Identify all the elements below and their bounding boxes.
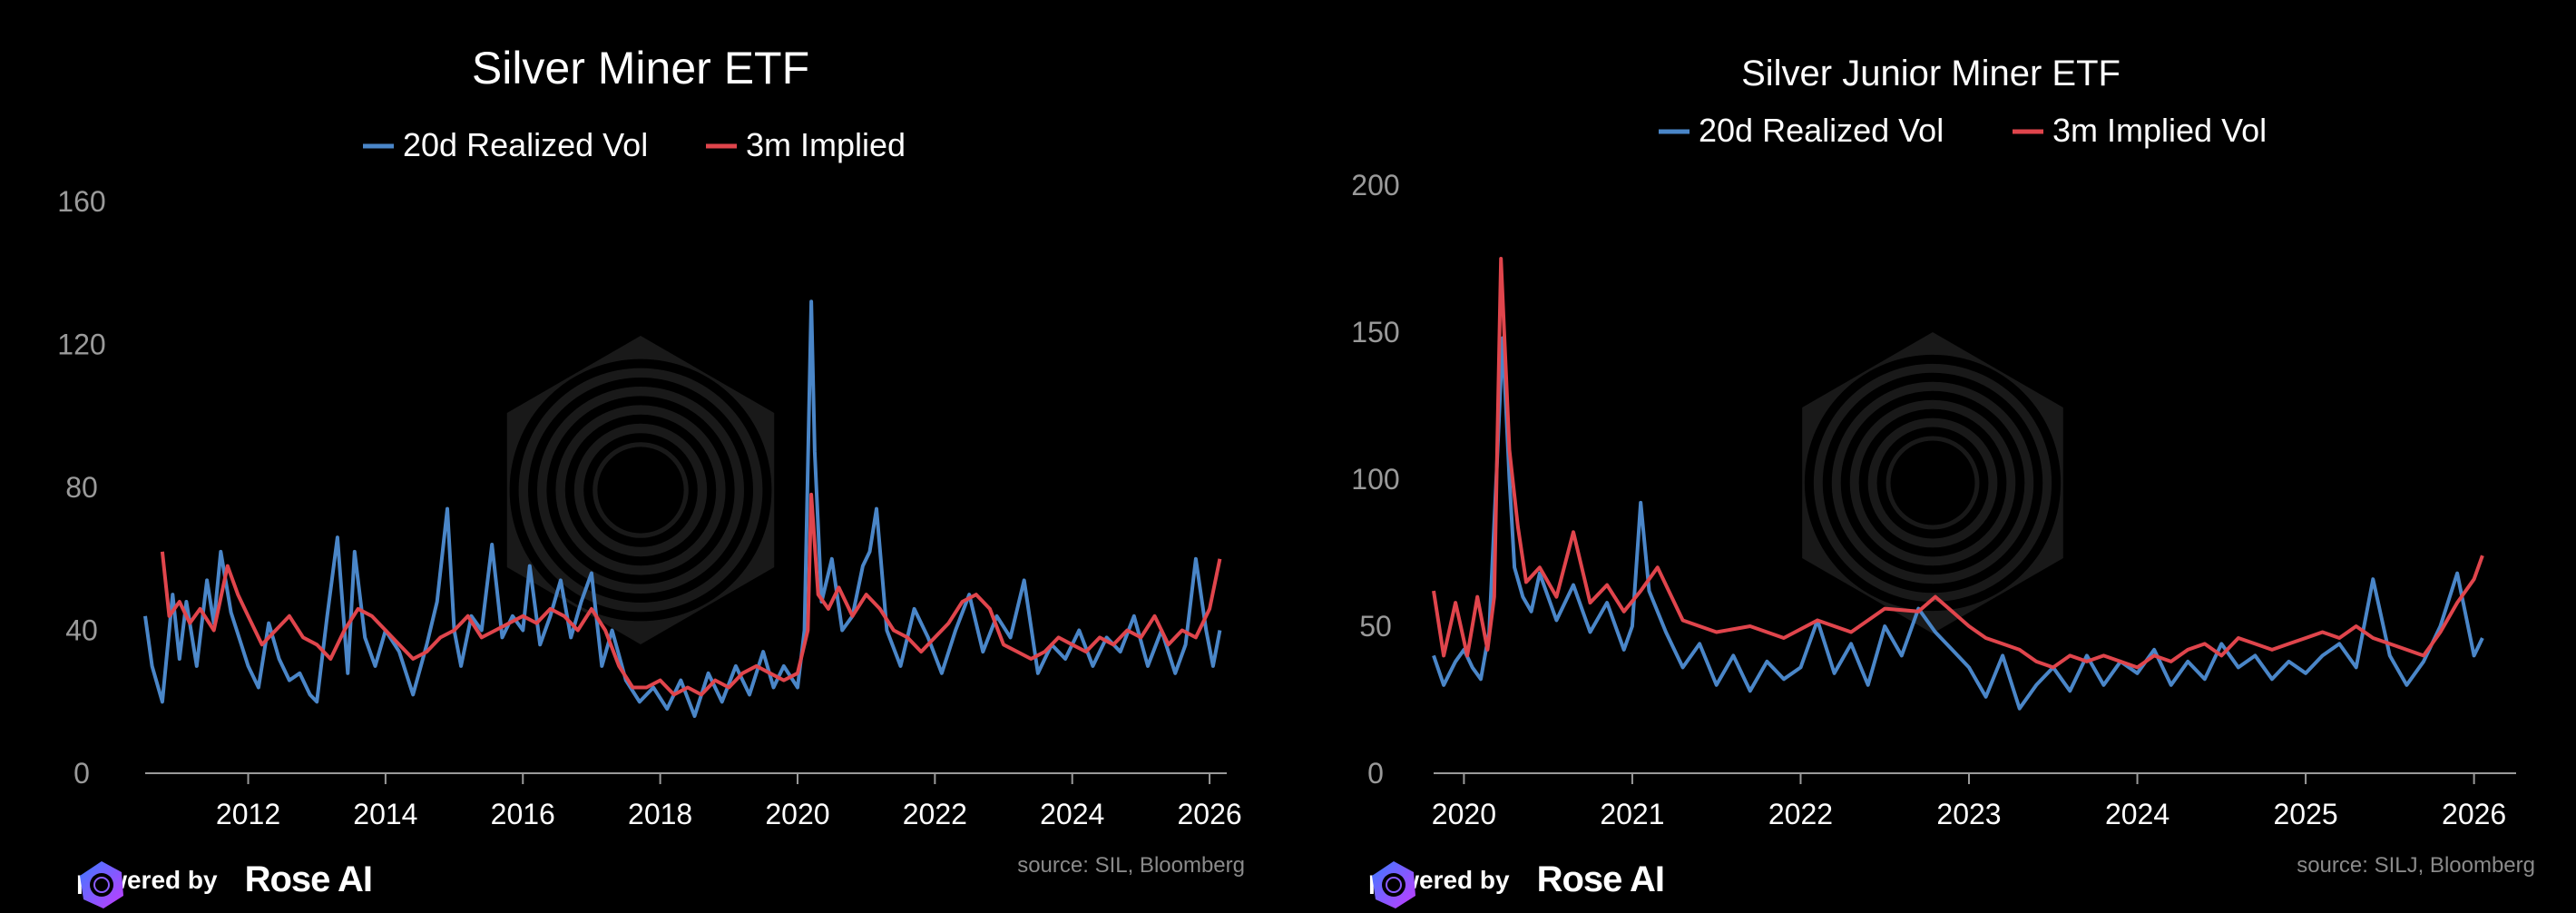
y-tick-label: 0 <box>1367 757 1384 790</box>
powered-by-footer: powered by Rose AI <box>1368 859 1665 908</box>
series-line-realized-vol <box>143 299 1222 718</box>
x-tick-label: 2014 <box>353 798 417 830</box>
x-tick-label: 2025 <box>2273 798 2337 830</box>
watermark-logo <box>506 336 775 644</box>
x-tick-label: 2018 <box>628 798 692 830</box>
y-tick-label: 40 <box>65 614 98 647</box>
x-tick-label: 2024 <box>2105 798 2170 830</box>
legend-label-0: 20d Realized Vol <box>1699 112 1944 149</box>
y-tick-label: 150 <box>1351 316 1399 349</box>
legend: 20d Realized Vol 3m Implied <box>363 126 906 163</box>
chart-title: Silver Junior Miner ETF <box>1741 54 2121 93</box>
y-tick-label: 0 <box>73 757 90 790</box>
y-tick-label: 160 <box>57 185 105 218</box>
x-tick-label: 2021 <box>1600 798 1664 830</box>
powered-by-footer: powered by Rose AI <box>76 859 373 908</box>
x-tick-label: 2026 <box>1177 798 1241 830</box>
legend-label-1: 3m Implied <box>746 126 906 163</box>
chart-panel-silver-miner: Silver Miner ETF 20d Realized Vol 3m Impli… <box>57 43 1245 908</box>
chart-silver-miner: Silver Miner ETF 20d Realized Vol 3m Impli… <box>57 43 1241 830</box>
rose-ai-logo-icon <box>1372 861 1415 908</box>
series-line-implied-vol <box>1432 257 2484 670</box>
x-tick-label: 2020 <box>765 798 829 830</box>
x-tick-label: 2022 <box>1768 798 1833 830</box>
chart-silver-junior-miner: Silver Junior Miner ETF 20d Realized Vol 3… <box>1351 54 2516 830</box>
y-tick-label: 200 <box>1351 169 1399 201</box>
rose-ai-brand: Rose AI <box>244 859 373 899</box>
y-tick-label: 100 <box>1351 463 1399 496</box>
source-label: source: SIL, Bloomberg <box>1017 853 1245 878</box>
source-label: source: SILJ, Bloomberg <box>2297 853 2535 878</box>
chart-panel-silver-junior-miner: Silver Junior Miner ETF 20d Realized Vol 3… <box>1288 0 2576 913</box>
legend-label-1: 3m Implied Vol <box>2052 112 2267 149</box>
y-tick-label: 80 <box>65 471 98 504</box>
x-tick-label: 2026 <box>2442 798 2506 830</box>
x-tick-label: 2022 <box>903 798 967 830</box>
series-line-implied-vol <box>160 492 1222 697</box>
x-tick-label: 2020 <box>1432 798 1496 830</box>
x-tick-label: 2012 <box>216 798 280 830</box>
watermark-logo <box>1802 332 2063 633</box>
legend-label-0: 20d Realized Vol <box>403 126 648 163</box>
legend: 20d Realized Vol 3m Implied Vol <box>1659 112 2267 149</box>
y-tick-label: 120 <box>57 329 105 361</box>
y-tick-label: 50 <box>1359 610 1392 643</box>
rose-ai-brand: Rose AI <box>1536 859 1665 899</box>
x-tick-label: 2024 <box>1040 798 1104 830</box>
x-tick-label: 2016 <box>491 798 555 830</box>
rose-ai-logo-icon <box>80 861 123 908</box>
x-tick-label: 2023 <box>1936 798 2001 830</box>
chart-title: Silver Miner ETF <box>472 43 809 93</box>
series-line-realized-vol <box>1432 336 2484 711</box>
